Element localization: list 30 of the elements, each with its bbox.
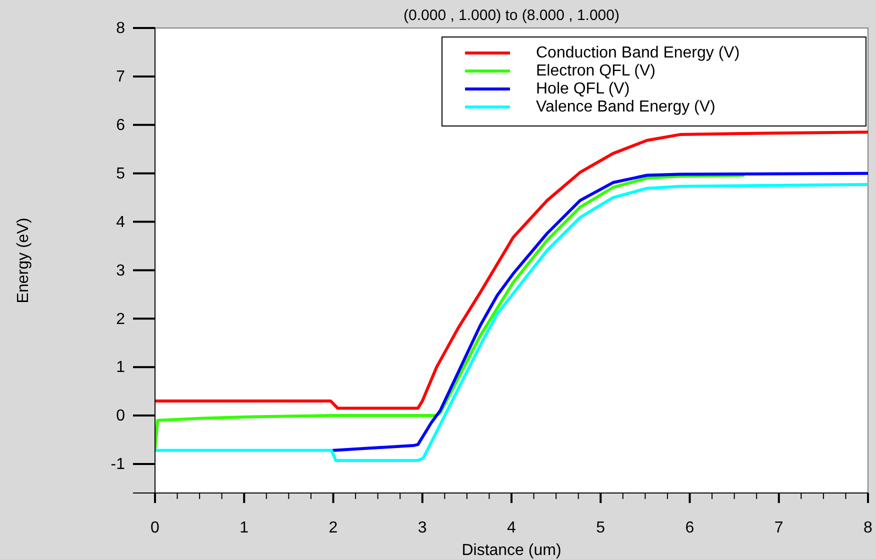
y-tick-label: -1 [110, 456, 126, 474]
y-tick-label: 8 [116, 20, 126, 38]
x-tick-label: 8 [864, 519, 873, 536]
y-tick-label: 4 [116, 214, 126, 231]
y-tick-label: 6 [116, 116, 126, 134]
x-tick-label: 2 [328, 519, 338, 536]
x-axis-title: Distance (um) [462, 542, 562, 559]
line-series [155, 130, 868, 410]
x-tick-label: 0 [150, 519, 160, 536]
y-tick-label: 2 [116, 310, 126, 328]
line-series [155, 174, 745, 451]
line-series [332, 172, 868, 452]
y-tick-label: 0 [116, 408, 126, 425]
line-series [155, 182, 868, 462]
y-tick-label: 5 [116, 165, 126, 182]
x-tick-label: 7 [774, 519, 784, 536]
legend-label: Hole QFL (V) [536, 80, 630, 98]
x-tick-label: 4 [507, 519, 516, 536]
x-tick-label: 3 [418, 519, 427, 536]
x-tick-label: 6 [685, 519, 694, 536]
x-tick-label: 5 [596, 519, 606, 536]
y-tick-label: 1 [116, 359, 126, 376]
y-tick-label: 7 [116, 68, 126, 86]
legend-label: Electron QFL (V) [536, 62, 656, 80]
legend-label: Conduction Band Energy (V) [536, 44, 740, 62]
y-axis-title: Energy (eV) [15, 218, 32, 304]
chart-title: (0.000 , 1.000) to (8.000 , 1.000) [404, 7, 620, 24]
y-tick-label: 3 [116, 262, 126, 280]
legend-label: Valence Band Energy (V) [536, 98, 716, 116]
x-tick-label: 1 [240, 519, 249, 536]
